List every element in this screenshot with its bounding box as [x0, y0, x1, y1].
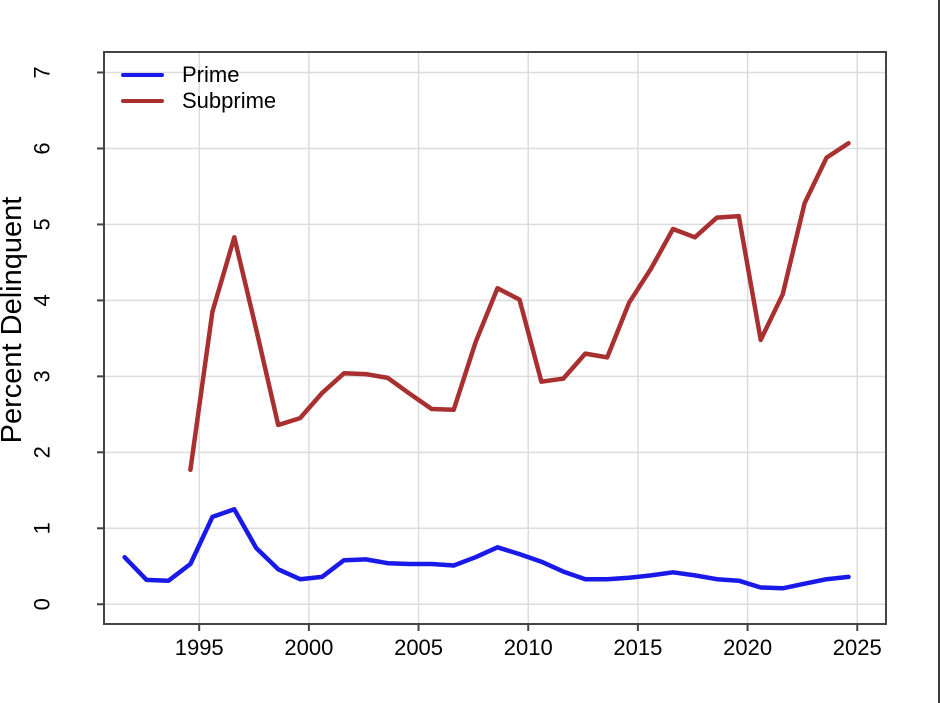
- x-tick-label: 2025: [833, 635, 882, 660]
- x-tick-label: 2015: [613, 635, 662, 660]
- plot-box: [103, 51, 887, 625]
- x-tick-label: 2010: [504, 635, 553, 660]
- y-tick-label: 1: [30, 522, 55, 534]
- y-axis-title: Percent Delinquent: [0, 197, 28, 444]
- legend-label-subprime: Subprime: [182, 88, 277, 113]
- legend-label-prime: Prime: [182, 62, 240, 87]
- legend-item-subprime: Subprime: [121, 88, 276, 114]
- y-tick-label: 6: [30, 142, 55, 154]
- y-tick-label: 2: [30, 446, 55, 458]
- gridlines: [104, 52, 886, 624]
- y-tick-label: 5: [30, 218, 55, 230]
- pane-right-border: [938, 0, 940, 703]
- prime-line-swatch-icon: [121, 72, 164, 78]
- subprime-line-swatch-icon: [121, 98, 164, 104]
- legend-item-prime: Prime: [121, 62, 276, 88]
- data-series: [122, 140, 851, 591]
- x-tick-label: 2000: [284, 635, 333, 660]
- y-tick-label: 3: [30, 370, 55, 382]
- x-tick-label: 1995: [175, 635, 224, 660]
- prime-line: [122, 507, 851, 591]
- y-tick-label: 4: [30, 294, 55, 306]
- x-tick-label: 2020: [723, 635, 772, 660]
- legend: Prime Subprime: [121, 62, 276, 114]
- y-tick-label: 7: [30, 66, 55, 78]
- y-tick-label: 0: [30, 598, 55, 610]
- subprime-line: [188, 140, 851, 473]
- x-tick-label: 2005: [394, 635, 443, 660]
- axes: 1995 2000 2005 2010 2015 2020 2025 0 1 2 3 4 5 6 7: [30, 51, 887, 660]
